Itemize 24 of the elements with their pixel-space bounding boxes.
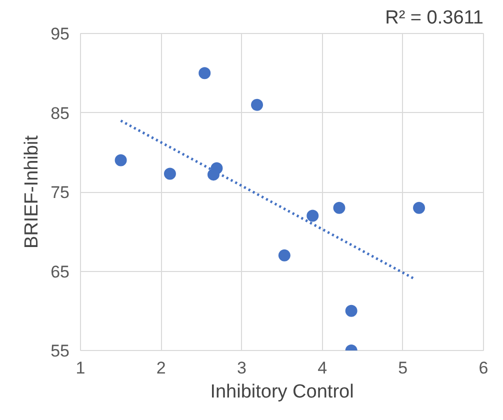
x-tick-label: 3: [236, 358, 246, 378]
point: [207, 168, 220, 181]
y-tick-label: 85: [50, 104, 70, 123]
y-tick-label: 95: [50, 24, 70, 44]
x-tick-label: 4: [318, 358, 328, 378]
x-tick-label: 2: [156, 358, 166, 378]
x-tick-label: 5: [398, 358, 408, 378]
y-axis-title: BRIEF-Inhibit: [22, 134, 43, 248]
point: [345, 304, 358, 317]
point: [198, 67, 211, 80]
x-tick-label: 6: [478, 358, 488, 378]
point: [333, 202, 346, 214]
point: [251, 98, 264, 111]
point: [278, 249, 290, 262]
y-tick-label: 65: [50, 262, 70, 282]
x-axis-title: Inhibitory Control: [210, 382, 354, 402]
point: [306, 210, 319, 222]
point: [114, 154, 127, 166]
y-tick-label: 55: [50, 342, 70, 360]
point: [164, 168, 176, 180]
y-tick-label: 75: [50, 183, 70, 202]
text: R² = 0.3611: [385, 8, 484, 28]
point: [413, 202, 426, 214]
x-tick-label: 1: [76, 358, 86, 378]
